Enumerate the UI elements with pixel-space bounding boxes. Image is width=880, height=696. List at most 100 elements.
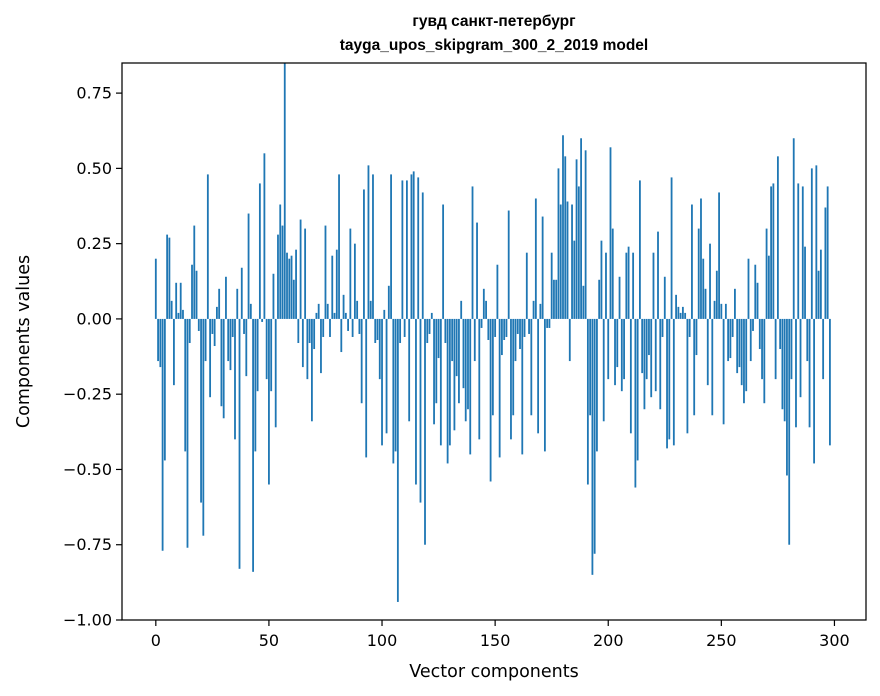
bar-component-161 (519, 318, 521, 350)
bar-component-85 (347, 318, 349, 331)
bar-component-145 (482, 288, 485, 319)
bar-component-193 (591, 318, 594, 575)
bar-component-0 (154, 258, 157, 319)
plot-frame (121, 62, 867, 621)
bar-component-288 (806, 318, 809, 362)
bar-component-64 (299, 219, 302, 319)
bar-component-123 (433, 318, 435, 425)
bar-component-228 (670, 177, 673, 319)
bar-component-61 (292, 279, 295, 319)
bar-component-32 (227, 318, 230, 362)
bar-component-150 (494, 318, 497, 337)
bar-component-200 (607, 318, 610, 380)
bar-component-15 (188, 318, 191, 344)
bar-component-141 (473, 318, 476, 362)
bar-component-219 (650, 318, 653, 398)
bar-component-205 (618, 276, 621, 319)
bar-component-283 (795, 318, 797, 428)
bar-component-101 (383, 309, 386, 319)
bar-component-81 (338, 174, 340, 319)
bar-component-37 (238, 318, 241, 569)
bar-component-27 (215, 306, 218, 319)
bar-component-12 (182, 309, 184, 319)
bar-component-183 (568, 318, 571, 362)
bar-component-190 (584, 150, 587, 319)
bar-component-171 (541, 216, 544, 319)
bar-component-58 (286, 252, 288, 319)
bars-group (154, 63, 831, 602)
bar-component-140 (471, 186, 474, 319)
bar-component-160 (516, 318, 519, 334)
bar-component-90 (358, 318, 361, 334)
bar-component-45 (256, 318, 259, 392)
bar-component-113 (410, 174, 413, 319)
bar-component-21 (202, 318, 205, 536)
bar-component-279 (786, 318, 788, 476)
bar-component-211 (632, 252, 635, 319)
bar-component-207 (623, 318, 625, 380)
bar-component-197 (600, 240, 603, 319)
bar-component-47 (261, 318, 264, 322)
bar-component-129 (446, 318, 449, 464)
bar-component-127 (442, 204, 445, 319)
bar-component-132 (453, 318, 456, 431)
bar-component-39 (243, 318, 245, 334)
x-tick-label: 50 (259, 631, 279, 650)
bar-component-99 (378, 318, 381, 380)
bar-component-169 (537, 318, 540, 434)
x-tick-label: 150 (480, 631, 511, 650)
bar-component-133 (455, 318, 458, 377)
bar-component-14 (186, 318, 189, 548)
bar-component-233 (681, 306, 684, 319)
bar-component-135 (460, 300, 463, 319)
bar-component-70 (313, 318, 316, 350)
bar-component-166 (530, 318, 533, 416)
bar-component-209 (627, 246, 630, 319)
bar-component-60 (290, 255, 293, 319)
bar-component-116 (417, 177, 420, 319)
bar-component-56 (281, 225, 284, 319)
bar-component-176 (553, 279, 555, 319)
bar-component-157 (510, 318, 512, 440)
bar-component-298 (829, 318, 831, 446)
bar-component-272 (770, 186, 773, 319)
bar-component-267 (758, 318, 761, 350)
bar-component-114 (412, 171, 415, 319)
bar-component-138 (467, 318, 469, 410)
bar-component-153 (501, 318, 503, 356)
bar-component-38 (240, 267, 243, 319)
bar-component-227 (668, 318, 671, 440)
bar-component-74 (322, 318, 325, 337)
bar-component-143 (478, 318, 481, 440)
bar-component-130 (448, 318, 451, 446)
bar-component-297 (826, 186, 829, 319)
bar-component-139 (469, 318, 472, 455)
bar-component-192 (589, 318, 592, 416)
bar-component-278 (783, 318, 786, 422)
bar-component-75 (324, 225, 327, 319)
bar-component-269 (763, 318, 766, 404)
bar-component-162 (521, 318, 524, 455)
bar-component-107 (396, 318, 399, 602)
bar-component-250 (720, 303, 723, 319)
bar-component-263 (749, 318, 752, 362)
bar-component-175 (550, 252, 553, 319)
bar-component-1 (157, 318, 159, 362)
bar-component-252 (724, 303, 727, 319)
bar-component-221 (654, 318, 657, 392)
bar-component-4 (163, 318, 166, 461)
bar-component-210 (629, 318, 632, 434)
bar-component-119 (424, 318, 426, 545)
bar-component-274 (774, 318, 777, 380)
bar-component-18 (195, 270, 198, 319)
bar-component-19 (197, 318, 200, 331)
bar-component-224 (661, 318, 664, 337)
bar-component-55 (279, 204, 282, 319)
bar-component-173 (546, 318, 549, 328)
bar-component-198 (602, 318, 605, 422)
bar-component-186 (575, 159, 578, 319)
x-tick-label: 300 (819, 631, 850, 650)
bar-component-151 (496, 264, 499, 319)
bar-component-275 (776, 156, 779, 319)
bar-component-49 (265, 318, 268, 380)
